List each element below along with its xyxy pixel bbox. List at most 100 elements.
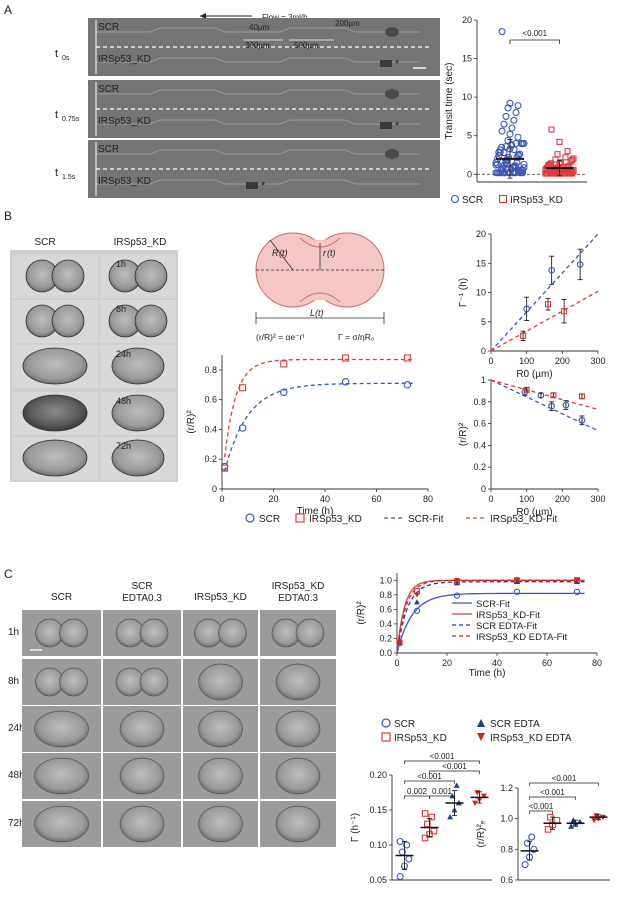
x-tick-label: 60: [371, 494, 381, 504]
y-tick-label: 0: [481, 346, 486, 356]
point-SCR: [505, 153, 513, 162]
c-spheroid: [198, 710, 243, 748]
y-tick-label: 0.6: [473, 419, 486, 429]
point-SCR: [238, 424, 247, 432]
point-SCR: [492, 161, 500, 169]
b-time-ylabel: (r/R)²: [186, 410, 197, 434]
c-spheroid: [275, 663, 321, 701]
x-tick-label: 300: [590, 494, 605, 504]
outlier-IRSp53_KD: [554, 151, 561, 158]
fit-IRSp53_KD-Fit: [490, 379, 599, 411]
c-spheroid: [119, 805, 165, 843]
y-tick-label: 1: [481, 375, 486, 385]
c-spheroid-right: [59, 618, 88, 648]
point-SCR: [453, 592, 461, 599]
c-legend-label-1: IRSp53_KD-Fit: [476, 610, 540, 621]
time-label-t075: t: [55, 109, 58, 121]
y-tick-label: 0.10: [369, 840, 387, 850]
y-tick-label: 0.2: [473, 462, 486, 472]
spheroid-right: [134, 259, 168, 293]
comparison-label: <0.001: [442, 762, 467, 771]
significance-label: <0.001: [522, 29, 547, 38]
flow-label: Flow = 3ml/h: [262, 13, 308, 22]
y-tick-label: 0.0: [379, 648, 392, 658]
c-col-label-1-0: SCR: [131, 581, 152, 592]
y-tick-label: 20: [462, 15, 472, 25]
spheroid-right: [134, 304, 168, 338]
c-time-xlabel: Time (h): [469, 668, 506, 679]
y-tick-label: 10: [462, 92, 472, 102]
point-SCR: [396, 872, 404, 881]
cell-top: [385, 149, 399, 159]
c-time-chart: 0.0 0.2 0.4 0.6 0.8 1.0 0 20 40 60 80 (r/R)² Time (h…: [356, 573, 602, 679]
equation-decay: (r/R)² = αe⁻ᴦᵗ: [256, 332, 305, 342]
comparison-bracket: [429, 770, 480, 774]
c-spheroid: [119, 757, 165, 795]
x-tick-label: 0: [219, 494, 224, 504]
c-spheroid: [198, 663, 243, 701]
b-time-xlabel: Time (h): [297, 506, 334, 517]
y-tick-label: 1.2: [500, 783, 513, 793]
c-legend-scr-marker: [381, 718, 391, 728]
doublet-diagram: R (t) r (t) L(t) (r/R)² = αe⁻ᴦᵗ Γ = σ/ηR…: [255, 232, 385, 342]
y-tick-label: 0.8: [473, 397, 486, 407]
point-SCR: [495, 169, 503, 177]
label-scr: SCR: [98, 22, 119, 33]
c-spheroid: [34, 757, 89, 795]
y-tick-label: 20: [476, 229, 486, 239]
y-tick-label: 0: [481, 484, 486, 494]
point-SCR: [519, 169, 527, 177]
time-sub-t075: 0.75s: [62, 116, 80, 123]
point-SCR: [405, 855, 413, 863]
outlier-SCR: [504, 104, 512, 112]
outlier-SCR: [510, 116, 518, 124]
point-IRSp53_KD: [520, 332, 527, 339]
comparison-bracket: [404, 760, 480, 764]
spheroid: [22, 347, 88, 385]
label-kd: IRSp53_KD: [98, 176, 151, 187]
channel-wall: [96, 119, 420, 125]
x-tick-label: 200: [555, 356, 570, 366]
c-spheroid: [198, 805, 243, 843]
point-IRSp53_KD: [239, 384, 247, 392]
label-scr: SCR: [98, 84, 119, 95]
c-legend-scr: SCR: [394, 719, 415, 730]
point-IRSp53_KD EDTA: [396, 640, 403, 646]
point-SCR: [493, 160, 501, 168]
x-tick-label: 200: [555, 494, 570, 504]
point-IRSp53_KD: [570, 155, 577, 162]
c-spheroid: [119, 710, 165, 748]
c-time-label-8h: 8h: [8, 676, 19, 687]
legend-scr: SCR: [259, 514, 280, 525]
y-tick-label: 0.4: [473, 440, 486, 450]
point-IRSp53_KD: [569, 170, 576, 177]
transit-time-chart: 0 5 10 15 20 Transit time (sec) <0.001 SCR IRSp5…: [444, 15, 587, 206]
point-IRSp53_KD: [550, 392, 557, 399]
c-spheroid: [275, 757, 321, 795]
spheroid-right: [51, 304, 85, 338]
point-IRSp53_KD EDTA: [454, 578, 460, 584]
spheroid: [22, 439, 88, 477]
c-legend-kd-edta: IRSp53_KD EDTA: [490, 733, 572, 744]
flow-indicator: Flow = 3ml/h: [200, 13, 308, 22]
label-kd: IRSp53_KD: [98, 116, 151, 127]
point-SCR EDTA: [568, 823, 575, 829]
c-col-label-0-0: SCR: [51, 592, 72, 603]
point-IRSp53_KD: [342, 354, 350, 362]
outlier-IRSp53_KD: [552, 156, 559, 163]
c-spheroid-right: [59, 667, 88, 697]
c-col-label-3-0: IRSp53_KD: [272, 581, 325, 592]
spheroid-right: [51, 259, 85, 293]
b-time-label-72h: 72h: [116, 441, 131, 451]
c-spheroid: [275, 805, 321, 843]
point-IRSp53_KD EDTA: [514, 577, 520, 583]
channel-wall: [96, 89, 420, 95]
comparison-bracket: [429, 795, 455, 799]
y-tick-label: 0.6: [204, 395, 217, 405]
point-SCR: [341, 378, 350, 386]
fit-IRSp53_KD-Fit: [223, 358, 416, 458]
time-label-t0: t: [55, 48, 58, 60]
point-IRSp53_KD: [421, 834, 429, 842]
channel-image-1: SCR IRSp53_KD *: [88, 80, 440, 138]
